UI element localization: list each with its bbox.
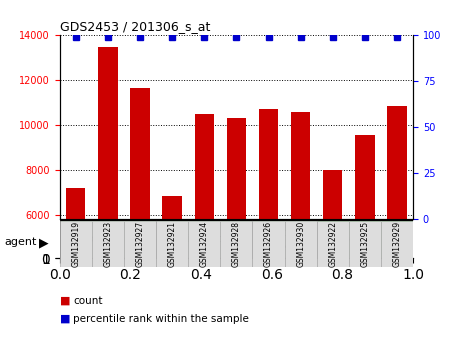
- Text: GSM132923: GSM132923: [103, 221, 112, 267]
- Text: GSM132927: GSM132927: [135, 221, 145, 267]
- FancyBboxPatch shape: [60, 221, 92, 267]
- FancyBboxPatch shape: [220, 221, 252, 267]
- Text: percentile rank within the sample: percentile rank within the sample: [73, 314, 249, 324]
- FancyBboxPatch shape: [285, 221, 317, 267]
- Text: GSM132922: GSM132922: [328, 221, 337, 267]
- Bar: [66, 188, 85, 350]
- FancyBboxPatch shape: [188, 221, 220, 267]
- Text: GSM132930: GSM132930: [296, 221, 305, 267]
- Bar: [227, 119, 246, 350]
- Bar: [259, 109, 278, 350]
- Text: ■: ■: [60, 314, 70, 324]
- FancyBboxPatch shape: [60, 220, 156, 258]
- Text: rosiglitazone
and AGN193109: rosiglitazone and AGN193109: [245, 228, 325, 250]
- Text: GSM132924: GSM132924: [200, 221, 209, 267]
- FancyBboxPatch shape: [92, 221, 124, 267]
- FancyBboxPatch shape: [381, 221, 413, 267]
- Text: ▶: ▶: [39, 236, 49, 249]
- FancyBboxPatch shape: [124, 221, 156, 267]
- Text: agent: agent: [5, 238, 37, 247]
- Bar: [98, 47, 118, 350]
- Text: control: control: [91, 234, 125, 244]
- Bar: [323, 170, 342, 350]
- FancyBboxPatch shape: [349, 221, 381, 267]
- Text: rosiglitazone: rosiglitazone: [173, 234, 235, 244]
- Text: GSM132926: GSM132926: [264, 221, 273, 267]
- FancyBboxPatch shape: [156, 220, 252, 258]
- Text: AM580: AM580: [348, 234, 382, 244]
- FancyBboxPatch shape: [317, 220, 413, 258]
- Text: GSM132921: GSM132921: [168, 221, 177, 267]
- FancyBboxPatch shape: [252, 220, 317, 258]
- Text: GSM132929: GSM132929: [392, 221, 402, 267]
- Bar: [162, 196, 182, 350]
- Text: ■: ■: [60, 296, 70, 306]
- FancyBboxPatch shape: [156, 221, 188, 267]
- Bar: [291, 112, 310, 350]
- FancyBboxPatch shape: [252, 221, 285, 267]
- Bar: [387, 106, 407, 350]
- Text: GSM132925: GSM132925: [360, 221, 369, 267]
- Bar: [195, 114, 214, 350]
- Text: count: count: [73, 296, 103, 306]
- Bar: [355, 135, 375, 350]
- Text: GSM132919: GSM132919: [71, 221, 80, 267]
- FancyBboxPatch shape: [317, 221, 349, 267]
- Text: GDS2453 / 201306_s_at: GDS2453 / 201306_s_at: [60, 20, 210, 33]
- Text: GSM132928: GSM132928: [232, 221, 241, 267]
- Bar: [130, 88, 150, 350]
